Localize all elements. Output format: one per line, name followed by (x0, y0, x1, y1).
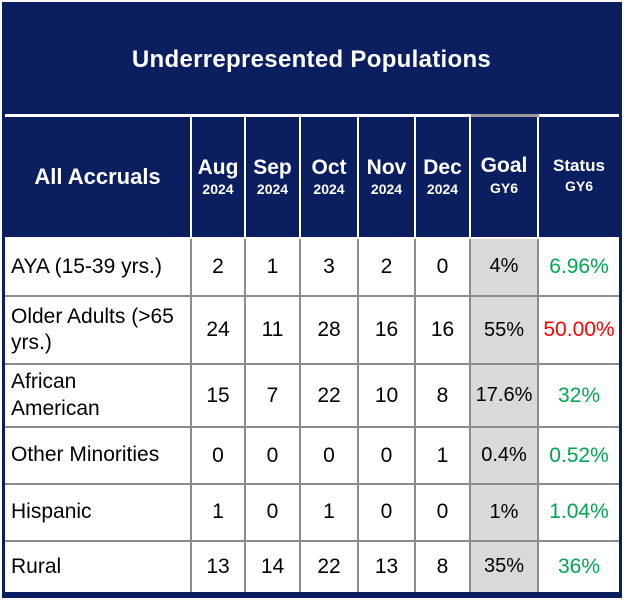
table-row-rural: Rural 13 14 22 13 8 35% 36% (5, 539, 619, 592)
month-label: Oct (311, 155, 347, 179)
value-cell-dec: 0 (414, 483, 471, 542)
col-header-oct-2024: Oct 2024 (299, 114, 358, 239)
value-cell-nov: 13 (357, 539, 416, 592)
goal-cell: 4% (469, 236, 539, 297)
goal-sub-label: GY6 (489, 180, 518, 197)
status-cell: 1.04% (537, 483, 619, 542)
value-cell-sep: 1 (244, 236, 301, 297)
status-cell: 32% (537, 363, 619, 428)
title-band: Underrepresented Populations (5, 6, 618, 114)
status-cell: 0.52% (537, 425, 619, 486)
value-cell-aug: 15 (190, 363, 246, 428)
col-header-sep-2024: Sep 2024 (244, 114, 300, 239)
col-header-nov-2024: Nov 2024 (357, 114, 415, 239)
value-cell-nov: 0 (357, 483, 416, 542)
month-label: Aug (197, 155, 239, 179)
value-cell-dec: 16 (414, 294, 471, 366)
table-row-hispanic: Hispanic 1 0 1 0 0 1% 1.04% (5, 483, 619, 542)
value-cell-dec: 8 (414, 363, 471, 428)
value-cell-oct: 22 (299, 363, 359, 428)
value-cell-aug: 13 (190, 539, 246, 592)
value-cell-aug: 0 (190, 425, 246, 486)
value-cell-oct: 3 (299, 236, 359, 297)
month-year: 2024 (370, 180, 403, 197)
value-cell-oct: 1 (299, 483, 359, 542)
goal-cell: 35% (469, 539, 539, 592)
row-label: Older Adults (>65 yrs.) (5, 294, 192, 366)
col-header-status-gy6: Status GY6 (537, 114, 619, 239)
value-cell-nov: 2 (357, 236, 416, 297)
value-cell-nov: 16 (357, 294, 416, 366)
goal-cell: 17.6% (469, 363, 539, 428)
value-cell-sep: 11 (244, 294, 301, 366)
value-cell-dec: 0 (414, 236, 471, 297)
month-year: 2024 (202, 180, 234, 197)
status-sub-label: GY6 (564, 178, 593, 195)
row-label: AYA (15-39 yrs.) (5, 236, 192, 297)
value-cell-aug: 2 (190, 236, 246, 297)
row-label: African American (5, 363, 192, 428)
table-row-aya: AYA (15-39 yrs.) 2 1 3 2 0 4% 6.96% (5, 236, 619, 297)
status-cell: 36% (537, 539, 619, 592)
table-row-older-adults: Older Adults (>65 yrs.) 24 11 28 16 16 5… (5, 294, 619, 366)
month-label: Sep (253, 155, 292, 179)
value-cell-sep: 0 (244, 483, 301, 542)
col-header-goal-gy6: Goal GY6 (469, 114, 538, 239)
value-cell-nov: 0 (357, 425, 416, 486)
month-label: Nov (366, 155, 407, 179)
status-label: Status (553, 156, 605, 176)
value-cell-dec: 1 (414, 425, 471, 486)
col-header-aug-2024: Aug 2024 (190, 114, 245, 239)
row-label: Other Minorities (5, 425, 192, 486)
goal-cell: 1% (469, 483, 539, 542)
month-label: Dec (423, 155, 462, 179)
row-label: Hispanic (5, 483, 192, 542)
value-cell-aug: 24 (190, 294, 246, 366)
value-cell-sep: 0 (244, 425, 301, 486)
goal-cell: 0.4% (469, 425, 539, 486)
value-cell-oct: 0 (299, 425, 359, 486)
table-row-african-american: African American 15 7 22 10 8 17.6% 32% (5, 363, 619, 428)
month-year: 2024 (313, 180, 345, 197)
goal-label: Goal (480, 154, 528, 178)
status-cell: 6.96% (537, 236, 619, 297)
accruals-table: All Accruals Aug 2024 Sep 2024 Oct 2024 (5, 114, 619, 592)
row-label: Rural (5, 539, 192, 592)
month-year: 2024 (256, 180, 289, 197)
value-cell-sep: 14 (244, 539, 301, 592)
table-row-other-minorities: Other Minorities 0 0 0 0 1 0.4% 0.52% (5, 425, 619, 486)
status-cell: 50.00% (537, 294, 619, 366)
value-cell-sep: 7 (244, 363, 301, 428)
col-header-all-accruals: All Accruals (5, 114, 191, 239)
col-header-dec-2024: Dec 2024 (414, 114, 470, 239)
value-cell-oct: 22 (299, 539, 359, 592)
month-year: 2024 (426, 180, 459, 197)
value-cell-aug: 1 (190, 483, 246, 542)
page-title: Underrepresented Populations (131, 46, 492, 73)
value-cell-oct: 28 (299, 294, 359, 366)
goal-cell: 55% (469, 294, 539, 366)
header-row: All Accruals Aug 2024 Sep 2024 Oct 2024 (5, 114, 619, 239)
value-cell-nov: 10 (357, 363, 416, 428)
all-accruals-label: All Accruals (34, 163, 161, 189)
value-cell-dec: 8 (414, 539, 471, 592)
